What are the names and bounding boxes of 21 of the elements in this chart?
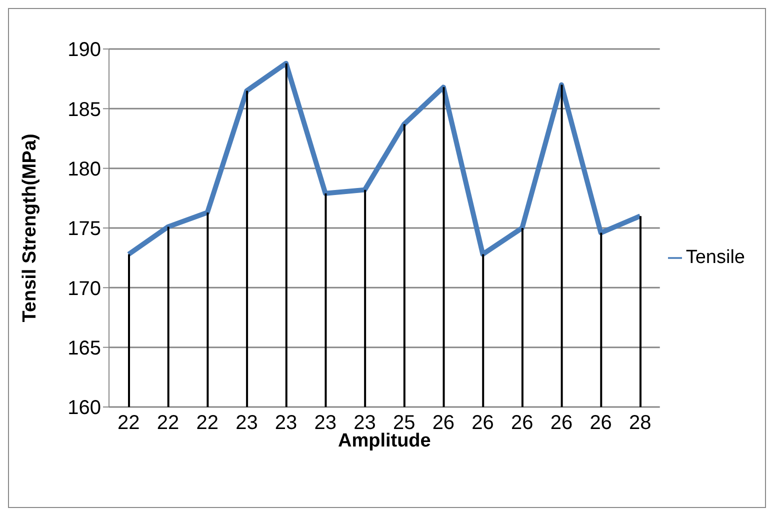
x-tick-label: 23 bbox=[314, 412, 337, 434]
x-tick-label: 22 bbox=[156, 412, 180, 434]
x-tick-label: 22 bbox=[196, 412, 218, 434]
x-tick-label: 26 bbox=[432, 412, 455, 434]
y-tick-label: 185 bbox=[68, 98, 101, 121]
x-tick-label: 23 bbox=[236, 412, 258, 434]
x-tick-label: 26 bbox=[590, 412, 612, 434]
x-tick-label: 26 bbox=[550, 412, 573, 434]
x-tick-label: 26 bbox=[511, 412, 534, 434]
y-tick-label: 165 bbox=[68, 337, 101, 360]
y-tick-label: 170 bbox=[68, 278, 101, 300]
x-tick-label: 26 bbox=[472, 412, 494, 434]
y-tick-label: 175 bbox=[68, 218, 101, 240]
x-tick-label: 22 bbox=[118, 412, 140, 434]
y-tick-label: 190 bbox=[68, 39, 101, 62]
y-axis-title: Tensil Strength(MPa) bbox=[20, 134, 41, 322]
legend-label: Tensile bbox=[686, 247, 745, 268]
y-tick-label: 160 bbox=[68, 397, 101, 420]
x-tick-label: 28 bbox=[629, 412, 652, 434]
y-tick-label: 180 bbox=[68, 158, 101, 180]
x-tick-label: 23 bbox=[274, 412, 298, 434]
